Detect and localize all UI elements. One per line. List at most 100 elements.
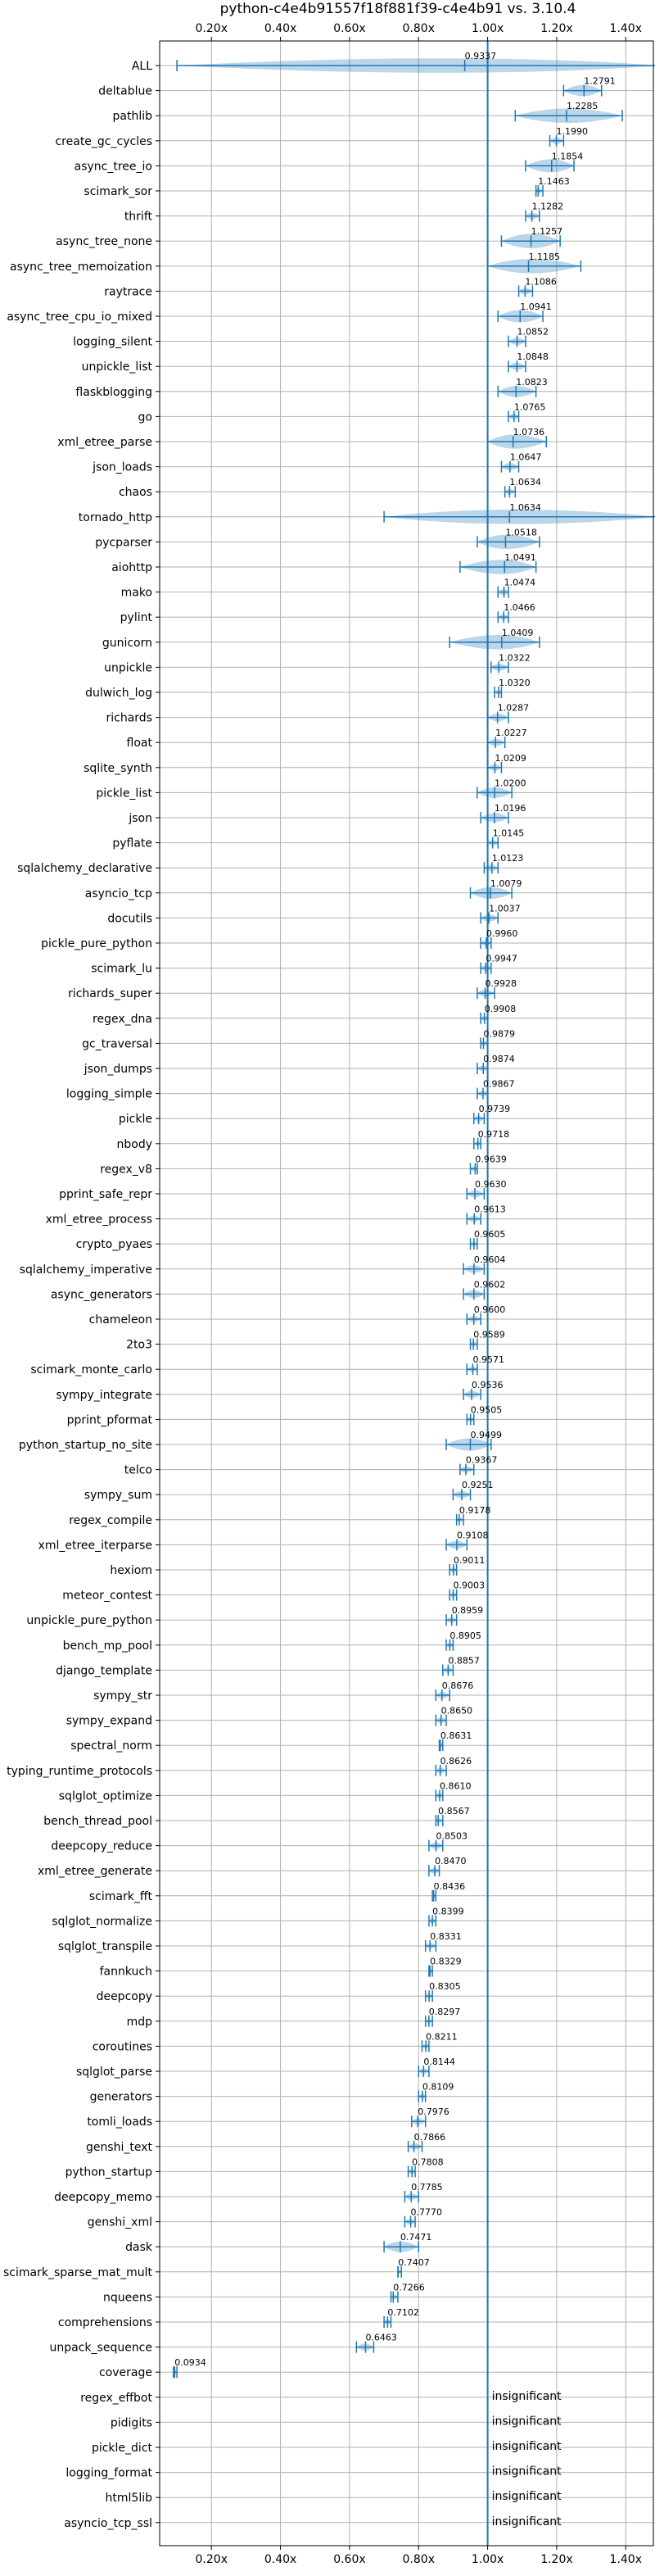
- benchmark-label: unpickle: [104, 661, 152, 674]
- benchmark-label: fannkuch: [100, 1966, 152, 1979]
- value-label: 1.0848: [517, 351, 549, 362]
- benchmark-label: sympy_str: [93, 1689, 152, 1703]
- x-tick-label-top: 0.20x: [196, 22, 228, 35]
- value-label: 0.7976: [418, 2107, 449, 2117]
- benchmark-label: sqlite_synth: [84, 762, 152, 775]
- x-tick-label-bottom: 1.20x: [540, 2553, 572, 2566]
- value-label: 0.9718: [478, 1129, 510, 1140]
- value-label: 0.8857: [448, 1655, 480, 1666]
- benchmark-label: sqlglot_normalize: [52, 1915, 152, 1928]
- value-label: 1.0320: [499, 678, 531, 688]
- x-tick-label-bottom: 1.40x: [610, 2553, 642, 2566]
- value-label: 1.0227: [495, 728, 527, 738]
- value-label: 0.6463: [365, 2333, 397, 2343]
- benchmark-label: unpickle_pure_python: [26, 1614, 152, 1627]
- value-label: 1.0823: [516, 377, 548, 388]
- value-label: 0.8211: [426, 2031, 458, 2042]
- insignificant-label: insignificant: [492, 2440, 562, 2453]
- benchmark-label: generators: [90, 2091, 152, 2104]
- benchmark-label: asyncio_tcp: [85, 887, 152, 900]
- benchmark-label: logging_format: [66, 2467, 152, 2480]
- benchmark-label: pprint_safe_repr: [59, 1188, 152, 1201]
- benchmark-label: chaos: [119, 486, 152, 499]
- benchmark-label: pylint: [120, 611, 153, 624]
- value-label: 1.2791: [584, 76, 616, 87]
- benchmark-label: scimark_fft: [89, 1890, 153, 1903]
- value-label: 1.0079: [490, 878, 522, 889]
- benchmark-label: mdp: [127, 2016, 153, 2029]
- benchmark-label: raytrace: [104, 285, 152, 298]
- value-label: 0.9251: [462, 1480, 494, 1490]
- value-label: 0.8631: [440, 1730, 472, 1741]
- insignificant-label: insignificant: [492, 2390, 562, 2403]
- value-label: 1.0409: [502, 628, 534, 638]
- value-label: 1.0200: [495, 778, 526, 788]
- value-label: 0.9613: [474, 1204, 506, 1215]
- insignificant-label: insignificant: [492, 2465, 562, 2478]
- insignificant-label: insignificant: [492, 2490, 562, 2503]
- value-label: 0.9739: [479, 1104, 511, 1114]
- value-label: 0.8567: [438, 1806, 470, 1816]
- value-label: 0.8297: [429, 2007, 461, 2017]
- benchmark-label: pprint_pformat: [67, 1413, 153, 1426]
- benchmark-label: scimark_sparse_mat_mult: [3, 2266, 152, 2279]
- value-label: 0.8331: [430, 1931, 462, 1942]
- benchmark-label: async_generators: [51, 1288, 152, 1301]
- benchmark-label: richards: [106, 712, 153, 725]
- benchmark-label: ALL: [132, 60, 152, 73]
- benchmark-label: dask: [125, 2241, 153, 2254]
- benchmark-label: deepcopy_reduce: [51, 1840, 152, 1853]
- benchmark-label: scimark_monte_carlo: [30, 1363, 152, 1376]
- benchmark-label: pidigits: [111, 2416, 152, 2429]
- value-label: 0.9600: [474, 1304, 506, 1315]
- value-label: 0.8109: [422, 2082, 454, 2093]
- grid-layer: [160, 41, 653, 2546]
- value-label: 0.9011: [454, 1555, 486, 1566]
- benchmark-label: html5lib: [106, 2492, 153, 2505]
- value-label: 0.9605: [474, 1229, 506, 1240]
- value-label: 0.9604: [474, 1254, 506, 1265]
- value-label: 1.0941: [520, 302, 552, 312]
- benchmark-label: pickle: [119, 1113, 152, 1126]
- benchmark-label: flaskblogging: [75, 386, 152, 399]
- value-label: 0.8399: [432, 1906, 464, 1916]
- value-label: 1.0209: [495, 753, 526, 764]
- value-label: 1.0037: [489, 903, 521, 914]
- value-label: 0.9337: [465, 51, 497, 61]
- benchmark-label: comprehensions: [58, 2316, 152, 2329]
- benchmark-label: python_startup_no_site: [19, 1439, 152, 1452]
- value-label: 0.7770: [411, 2207, 443, 2218]
- marks-layer: [173, 41, 655, 2546]
- value-label: 1.0466: [504, 602, 535, 613]
- value-label: 1.1990: [557, 126, 589, 137]
- value-label: 0.8905: [449, 1630, 481, 1641]
- benchmark-label: mako: [121, 587, 152, 600]
- value-label: 0.8329: [430, 1957, 462, 1967]
- benchmark-label: xml_etree_process: [46, 1213, 152, 1227]
- value-label: 1.0145: [493, 828, 525, 839]
- benchmark-label: regex_dna: [93, 1013, 152, 1026]
- benchmark-label: hexiom: [110, 1564, 152, 1577]
- benchmark-label: gc_traversal: [82, 1037, 152, 1050]
- value-label: 0.7266: [393, 2282, 425, 2293]
- value-label: 0.9960: [486, 928, 518, 939]
- value-label: 1.0287: [498, 703, 530, 714]
- benchmark-label: pickle_dict: [92, 2442, 153, 2455]
- benchmark-label: python_startup: [66, 2166, 152, 2179]
- value-label: 0.9367: [466, 1455, 498, 1466]
- value-label: 0.8626: [440, 1756, 472, 1766]
- plot-frame: [159, 40, 654, 2547]
- benchmark-label: gunicorn: [102, 637, 152, 650]
- x-tick-label-bottom: 0.20x: [196, 2553, 228, 2566]
- benchmark-label: async_tree_none: [56, 235, 152, 248]
- benchmark-label: sqlglot_transpile: [58, 1940, 152, 1953]
- benchmark-label: deepcopy_memo: [54, 2191, 152, 2204]
- benchmark-label: pyflate: [112, 837, 152, 850]
- benchmark-label: aiohttp: [111, 561, 152, 574]
- benchmark-label: xml_etree_generate: [38, 1865, 152, 1878]
- benchmark-label: scimark_lu: [91, 963, 152, 976]
- value-label: 0.9908: [485, 1004, 517, 1014]
- benchmark-label: django_template: [56, 1664, 152, 1677]
- benchmark-label: nbody: [117, 1138, 153, 1151]
